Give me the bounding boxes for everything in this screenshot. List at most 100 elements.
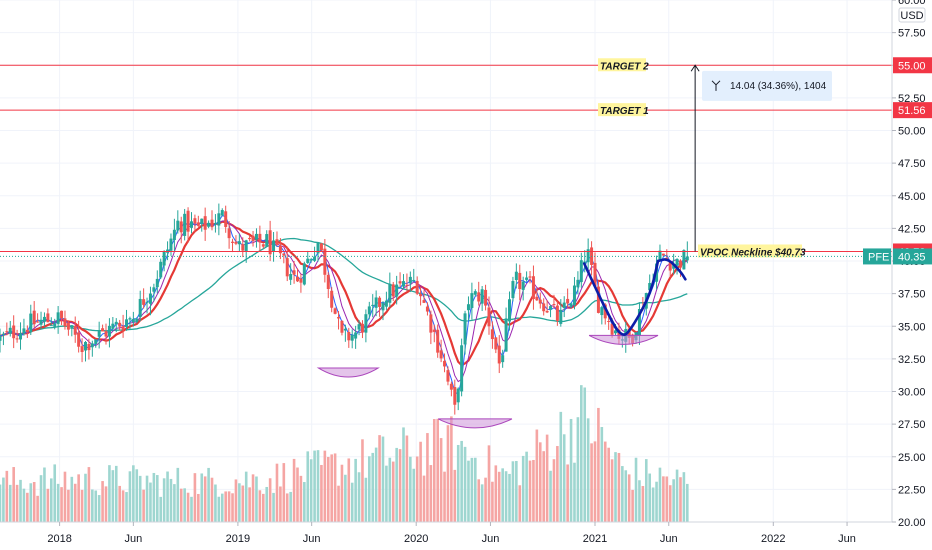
volume-bar bbox=[453, 469, 457, 522]
x-axis[interactable]: 2018 Jun 2019 Jun 2020 Jun 2021 Jun 2022 Jun bbox=[47, 522, 856, 545]
candle-body bbox=[627, 328, 631, 338]
volume-bar bbox=[378, 435, 381, 522]
candle-body bbox=[220, 210, 224, 216]
candle-body bbox=[213, 223, 217, 225]
level-label: TARGET 2 bbox=[600, 61, 649, 72]
candle-body bbox=[19, 333, 23, 340]
candle-body bbox=[672, 263, 676, 269]
candle-body bbox=[227, 228, 231, 239]
candle-body bbox=[596, 286, 600, 313]
candle-body bbox=[425, 306, 429, 312]
x-tick-label: Jun bbox=[482, 533, 500, 545]
candle-body bbox=[333, 308, 337, 314]
candle-body bbox=[248, 237, 252, 240]
volume-bar bbox=[36, 495, 39, 522]
volume-bar bbox=[238, 483, 241, 522]
candle-body bbox=[412, 279, 416, 281]
volume-bar bbox=[597, 407, 600, 522]
volume-bar bbox=[241, 485, 245, 522]
candle-body bbox=[569, 303, 573, 307]
candle-body bbox=[456, 388, 460, 403]
candle-body bbox=[32, 310, 36, 325]
volume-bar bbox=[326, 456, 330, 522]
candle-body bbox=[350, 334, 354, 341]
volume-bar bbox=[214, 484, 217, 522]
volume-bar bbox=[183, 488, 186, 522]
candle-body bbox=[678, 260, 682, 268]
y-axis[interactable]: 20.00 22.50 25.00 27.50 30.00 32.50 35.00 37.50… bbox=[892, 0, 926, 529]
candle-body bbox=[121, 326, 125, 330]
volume-bar bbox=[80, 489, 84, 522]
candle-body bbox=[224, 211, 228, 227]
volume-bar bbox=[316, 450, 320, 522]
volume-bar bbox=[412, 468, 416, 522]
candle-body bbox=[237, 241, 241, 245]
candle-body bbox=[449, 383, 453, 390]
volume-bar bbox=[138, 475, 142, 522]
volume-bar bbox=[508, 473, 511, 522]
candle-body bbox=[562, 302, 566, 309]
volume-bar bbox=[511, 461, 515, 522]
candle-body bbox=[36, 321, 40, 323]
volume-bar bbox=[234, 479, 238, 522]
volume-bar bbox=[463, 446, 467, 522]
candle-body bbox=[118, 322, 122, 327]
candle-body bbox=[258, 233, 262, 243]
candle-body bbox=[306, 258, 310, 263]
volume-bar bbox=[398, 449, 402, 522]
currency-label-box: USD bbox=[898, 7, 926, 23]
candle-body bbox=[593, 262, 597, 287]
volume-bar bbox=[296, 467, 299, 522]
candle-body bbox=[360, 323, 364, 333]
volume-bar bbox=[518, 485, 522, 522]
volume-bar bbox=[166, 471, 169, 522]
volume-bar bbox=[662, 476, 665, 522]
volume-bar bbox=[8, 484, 12, 522]
annotations: TARGET 2 TARGET 1 VPOC Neckline $40.73 14.0… bbox=[0, 58, 892, 429]
y-tick-label: 35.00 bbox=[898, 321, 926, 333]
candle-body bbox=[402, 281, 406, 287]
volume-bar bbox=[203, 476, 207, 522]
symbol-tag bbox=[863, 248, 891, 265]
candle-body bbox=[251, 235, 255, 241]
level-label: VPOC Neckline $40.73 bbox=[700, 247, 806, 258]
cup-curve bbox=[582, 259, 660, 336]
volume-bar bbox=[149, 482, 152, 522]
candle-body bbox=[511, 281, 515, 299]
candle-body bbox=[545, 310, 549, 313]
volume-bar bbox=[145, 475, 149, 522]
volume-bar bbox=[593, 441, 597, 522]
candle-body bbox=[535, 296, 539, 301]
level-price-tag-text: 55.00 bbox=[898, 60, 926, 72]
y-tick-label: 30.00 bbox=[898, 387, 926, 399]
volume-bar bbox=[5, 470, 9, 522]
candle-body bbox=[265, 234, 269, 247]
volume-bar bbox=[207, 467, 210, 522]
candle-body bbox=[330, 290, 334, 308]
candle-body bbox=[408, 276, 412, 284]
volume-bar bbox=[422, 475, 426, 522]
candle-body bbox=[443, 360, 447, 367]
volume-bar bbox=[638, 480, 641, 522]
volume-bar bbox=[49, 478, 53, 522]
candle-body bbox=[114, 321, 118, 325]
candle-body bbox=[8, 327, 12, 334]
candle-body bbox=[207, 222, 211, 227]
volume-bar bbox=[415, 456, 419, 522]
volume-bar bbox=[361, 439, 364, 522]
x-tick-label: 2018 bbox=[47, 533, 71, 545]
candle-body bbox=[56, 312, 60, 324]
candle-body bbox=[241, 244, 245, 251]
volume-bar bbox=[217, 496, 221, 522]
volume-bar bbox=[299, 475, 303, 522]
candle-body bbox=[559, 309, 563, 324]
volume-bar bbox=[368, 456, 371, 522]
volume-bar bbox=[364, 477, 368, 522]
volume-bar bbox=[603, 441, 607, 522]
volume-bar bbox=[347, 458, 351, 522]
candle-body bbox=[15, 338, 19, 340]
volume-bar bbox=[409, 456, 412, 522]
candle-body bbox=[60, 310, 64, 319]
candle-body bbox=[685, 256, 689, 261]
